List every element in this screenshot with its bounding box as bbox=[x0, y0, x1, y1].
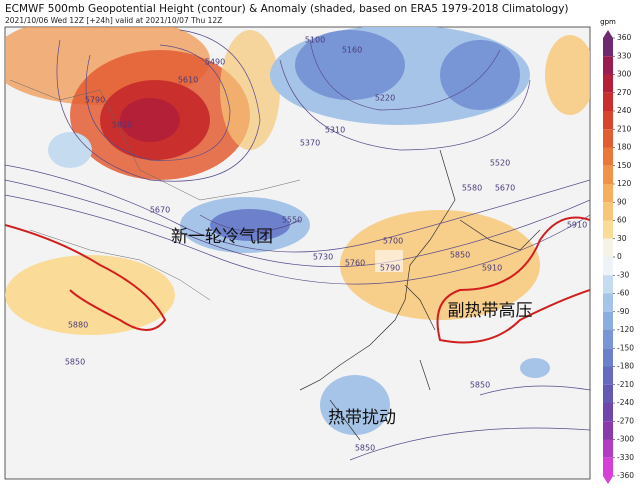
annotation: 副热带高压 bbox=[448, 301, 533, 321]
colorbar-tick-label: -270 bbox=[617, 416, 634, 425]
colorbar-segment bbox=[603, 366, 613, 385]
contour-label: 5490 bbox=[205, 58, 225, 67]
annotation: 热带扰动 bbox=[328, 408, 396, 428]
contour-label: 5790 bbox=[380, 264, 400, 273]
colorbar-tick-label: 150 bbox=[617, 161, 632, 170]
colorbar-tick-label: 30 bbox=[617, 234, 627, 243]
colorbar-tick-label: 60 bbox=[617, 216, 627, 225]
colorbar-segment bbox=[603, 238, 613, 257]
colorbar-segment bbox=[603, 348, 613, 367]
contour-label: 5850 bbox=[65, 358, 85, 367]
colorbar-tick-label: 210 bbox=[617, 124, 632, 133]
colorbar-tick-label: 240 bbox=[617, 106, 632, 115]
colorbar-segment bbox=[603, 147, 613, 166]
colorbar-tick-label: 270 bbox=[617, 88, 632, 97]
colorbar-tick-label: 90 bbox=[617, 197, 627, 206]
colorbar-segment bbox=[603, 421, 613, 440]
colorbar-tick-label: -300 bbox=[617, 435, 634, 444]
colorbar-segment bbox=[603, 129, 613, 148]
contour-label: 5700 bbox=[383, 237, 403, 246]
colorbar-segment bbox=[603, 92, 613, 111]
contour-label: 5760 bbox=[345, 259, 365, 268]
contour-label: 5820 bbox=[112, 121, 132, 130]
contour-label: 5520 bbox=[490, 159, 510, 168]
colorbar-segment bbox=[603, 403, 613, 422]
colorbar-segment bbox=[603, 275, 613, 294]
colorbar-segment bbox=[603, 111, 613, 130]
contour-label: 5670 bbox=[150, 206, 170, 215]
contour-label: 5880 bbox=[68, 321, 88, 330]
colorbar-segment bbox=[603, 38, 613, 57]
contour-label: 5790 bbox=[85, 96, 105, 105]
colorbar-segment bbox=[603, 330, 613, 349]
contour-label: 5610 bbox=[178, 76, 198, 85]
contour-label: 5580 bbox=[462, 184, 482, 193]
colorbar-tick-label: -30 bbox=[617, 270, 629, 279]
colorbar-segment bbox=[603, 165, 613, 184]
contour-label: 5670 bbox=[495, 184, 515, 193]
colorbar-segment bbox=[603, 457, 613, 476]
colorbar-tick-label: 330 bbox=[617, 51, 632, 60]
colorbar-tick-label: -90 bbox=[617, 307, 629, 316]
contour-label: 5310 bbox=[325, 126, 345, 135]
contour-label: 5550 bbox=[282, 216, 302, 225]
colorbar-tick-label: -360 bbox=[617, 471, 634, 480]
colorbar-unit: gpm bbox=[600, 18, 616, 26]
contour-label: 5370 bbox=[300, 139, 320, 148]
contour-label: 5220 bbox=[375, 94, 395, 103]
contour-label: 5850 bbox=[470, 381, 490, 390]
colorbar-tick-label: -180 bbox=[617, 362, 634, 371]
contour-label: 5160 bbox=[342, 46, 362, 55]
subtitle: 2021/10/06 Wed 12Z [+24h] valid at 2021/… bbox=[5, 16, 222, 25]
colorbar-segment bbox=[603, 184, 613, 203]
title: ECMWF 500mb Geopotential Height (contour… bbox=[5, 3, 569, 15]
contour-label: 5850 bbox=[355, 444, 375, 453]
colorbar-extend bbox=[603, 30, 613, 38]
colorbar-tick-label: 360 bbox=[617, 33, 632, 42]
colorbar-segment bbox=[603, 293, 613, 312]
colorbar-segment bbox=[603, 439, 613, 458]
colorbar-tick-label: 120 bbox=[617, 179, 632, 188]
colorbar-tick-label: 300 bbox=[617, 70, 632, 79]
colorbar-segment bbox=[603, 384, 613, 403]
colorbar-tick-label: 180 bbox=[617, 143, 632, 152]
colorbar-segment bbox=[603, 56, 613, 75]
colorbar-tick-label: -150 bbox=[617, 343, 634, 352]
colorbar-tick-label: -120 bbox=[617, 325, 634, 334]
colorbar-segment bbox=[603, 202, 613, 221]
colorbar-tick-label: -210 bbox=[617, 380, 634, 389]
map bbox=[4, 26, 591, 480]
colorbar-tick-label: -240 bbox=[617, 398, 634, 407]
colorbar-segment bbox=[603, 311, 613, 330]
colorbar-segment bbox=[603, 257, 613, 276]
contour-label: 5730 bbox=[313, 253, 333, 262]
annotation: 新一轮冷气团 bbox=[171, 227, 273, 247]
colorbar-tick-label: -60 bbox=[617, 289, 629, 298]
contour-label: 5910 bbox=[567, 221, 587, 230]
colorbar-tick-label: -330 bbox=[617, 453, 634, 462]
colorbar-tick-label: 0 bbox=[617, 252, 622, 261]
colorbar-segment bbox=[603, 74, 613, 93]
contour-label: 5850 bbox=[450, 251, 470, 260]
colorbar-segment bbox=[603, 220, 613, 239]
contour-label: 5910 bbox=[482, 264, 502, 273]
contour-label: 5100 bbox=[305, 36, 325, 45]
colorbar-extend bbox=[603, 476, 613, 484]
